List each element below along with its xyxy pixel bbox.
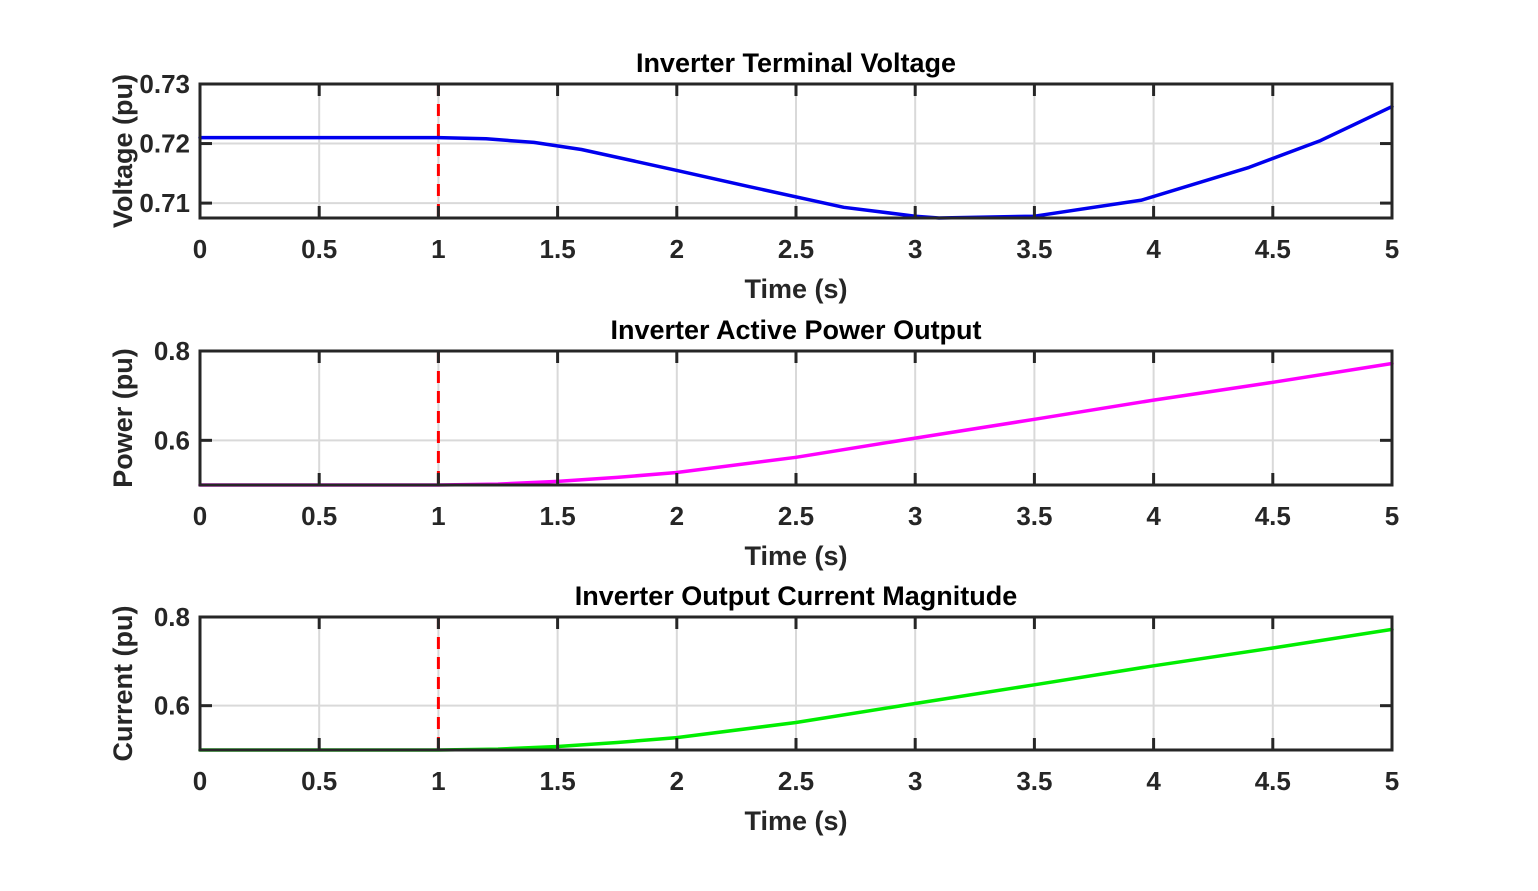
x-tick-label: 0: [193, 766, 207, 796]
x-tick-label: 2: [670, 234, 684, 264]
x-tick-label: 2.5: [778, 234, 814, 264]
x-axis-label: Time (s): [744, 274, 847, 304]
x-axis-label: Time (s): [744, 806, 847, 836]
x-tick-label: 1.5: [540, 766, 576, 796]
x-tick-label: 3.5: [1016, 234, 1052, 264]
y-tick-label: 0.6: [154, 691, 190, 721]
x-tick-label: 5: [1385, 501, 1399, 531]
chart-title: Inverter Output Current Magnitude: [575, 581, 1018, 611]
x-tick-label: 1.5: [540, 501, 576, 531]
x-tick-label: 3.5: [1016, 766, 1052, 796]
x-tick-label: 3: [908, 234, 922, 264]
x-tick-label: 3: [908, 501, 922, 531]
axes-box: [198, 615, 1394, 752]
x-tick-label: 3.5: [1016, 501, 1052, 531]
x-tick-label: 4.5: [1255, 234, 1291, 264]
x-tick-label: 0.5: [301, 766, 337, 796]
x-tick-label: 0.5: [301, 501, 337, 531]
y-axis-label: Voltage (pu): [108, 74, 138, 228]
x-tick-label: 0: [193, 234, 207, 264]
y-tick-label: 0.8: [154, 602, 190, 632]
x-tick-label: 2.5: [778, 501, 814, 531]
y-tick-label: 0.72: [139, 129, 190, 159]
y-tick-label: 0.73: [139, 69, 190, 99]
x-tick-label: 4: [1146, 766, 1161, 796]
x-tick-label: 1: [431, 234, 445, 264]
series-line-1: [198, 104, 1394, 220]
x-tick-label: 3: [908, 766, 922, 796]
x-tick-label: 4.5: [1255, 501, 1291, 531]
chart-panel-1: 0 0.5 1 1.5 2 2.5 3 3.5 4 4.5 5 0.71 0.72 0.73 Inverte…: [108, 48, 1399, 304]
x-tick-label: 4: [1146, 234, 1161, 264]
y-axis-label: Power (pu): [108, 348, 138, 488]
x-tick-label: 2: [670, 766, 684, 796]
chart-panel-2: 0 0.5 1 1.5 2 2.5 3 3.5 4 4.5 5 0.6 0.8 Inverter Acti…: [108, 315, 1399, 571]
chart-panel-3: 0 0.5 1 1.5 2 2.5 3 3.5 4 4.5 5 0.6 0.8 Inverter Outp…: [108, 581, 1399, 836]
x-tick-label: 0: [193, 501, 207, 531]
x-tick-label: 1: [431, 501, 445, 531]
y-axis-label: Current (pu): [108, 606, 138, 762]
y-tick-label: 0.6: [154, 425, 190, 455]
x-tick-label: 5: [1385, 234, 1399, 264]
x-axis-label: Time (s): [744, 541, 847, 571]
x-tick-label: 1.5: [540, 234, 576, 264]
x-tick-label: 2: [670, 501, 684, 531]
x-tick-label: 5: [1385, 766, 1399, 796]
chart-title: Inverter Active Power Output: [610, 315, 981, 345]
x-tick-label: 0.5: [301, 234, 337, 264]
y-tick-label: 0.8: [154, 336, 190, 366]
x-tick-label: 2.5: [778, 766, 814, 796]
x-tick-label: 4: [1146, 501, 1161, 531]
axes-box: [198, 82, 1394, 220]
y-tick-label: 0.71: [139, 188, 190, 218]
axes-box: [198, 349, 1394, 487]
x-tick-label: 1: [431, 766, 445, 796]
chart-title: Inverter Terminal Voltage: [636, 48, 956, 78]
x-tick-label: 4.5: [1255, 766, 1291, 796]
